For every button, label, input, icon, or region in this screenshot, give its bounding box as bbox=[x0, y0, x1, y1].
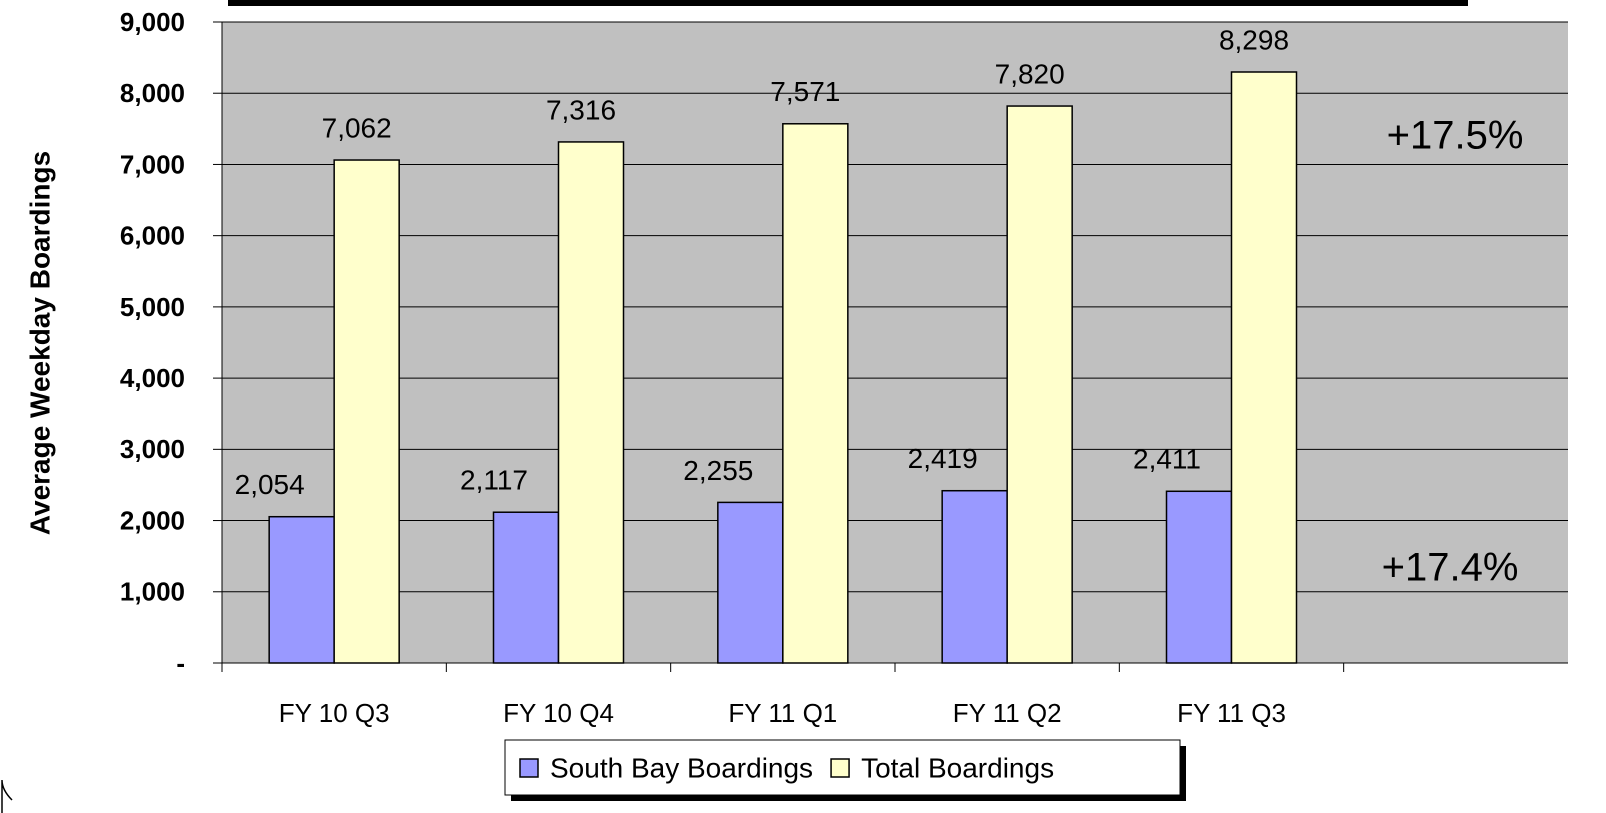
data-label: 2,419 bbox=[908, 443, 978, 474]
annotation: +17.4% bbox=[1382, 546, 1519, 590]
data-label: 2,411 bbox=[1133, 444, 1201, 475]
bar bbox=[557, 141, 625, 664]
data-label: 7,316 bbox=[546, 94, 616, 125]
x-tick-label: FY 11 Q3 bbox=[1177, 698, 1286, 728]
y-tick-label: 9,000 bbox=[120, 7, 185, 37]
bar bbox=[1230, 71, 1298, 664]
legend-label: Total Boardings bbox=[861, 752, 1054, 783]
y-tick-label: 1,000 bbox=[120, 577, 185, 607]
y-tick-label: 3,000 bbox=[120, 434, 185, 464]
legend-swatch bbox=[830, 758, 850, 778]
y-tick-label: 8,000 bbox=[120, 78, 185, 108]
data-label: 7,062 bbox=[322, 112, 392, 143]
data-label: 2,117 bbox=[460, 465, 528, 496]
bar bbox=[1165, 490, 1233, 664]
y-tick-label: - bbox=[176, 648, 185, 678]
y-tick-label: 4,000 bbox=[120, 363, 185, 393]
annotation: +17.5% bbox=[1387, 114, 1524, 158]
x-tick-label: FY 10 Q4 bbox=[503, 698, 614, 728]
bar bbox=[1006, 105, 1073, 664]
x-tick-label: FY 11 Q1 bbox=[728, 698, 837, 728]
plot-area bbox=[222, 22, 1568, 663]
y-tick-label: 2,000 bbox=[120, 505, 185, 535]
y-tick-label: 5,000 bbox=[120, 292, 185, 322]
x-tick-label: FY 10 Q3 bbox=[279, 698, 390, 728]
bar bbox=[941, 489, 1008, 664]
bar bbox=[333, 159, 400, 664]
y-axis-label: Average Weekday Boardings bbox=[24, 151, 55, 535]
legend-label: South Bay Boardings bbox=[550, 752, 813, 783]
title-bar-edge bbox=[228, 0, 1468, 6]
data-label: 2,054 bbox=[235, 469, 305, 500]
data-label: 7,820 bbox=[995, 58, 1065, 89]
y-tick-label: 6,000 bbox=[120, 221, 185, 251]
bar bbox=[782, 123, 849, 664]
frame-corner bbox=[1, 779, 13, 813]
data-label: 8,298 bbox=[1219, 24, 1289, 55]
data-label: 7,571 bbox=[770, 76, 840, 107]
bar bbox=[268, 515, 335, 664]
legend-swatch bbox=[519, 758, 539, 778]
y-tick-label: 7,000 bbox=[120, 149, 185, 179]
bar bbox=[492, 511, 560, 664]
data-label: 2,255 bbox=[683, 455, 753, 486]
bar bbox=[717, 501, 784, 664]
x-tick-label: FY 11 Q2 bbox=[953, 698, 1062, 728]
